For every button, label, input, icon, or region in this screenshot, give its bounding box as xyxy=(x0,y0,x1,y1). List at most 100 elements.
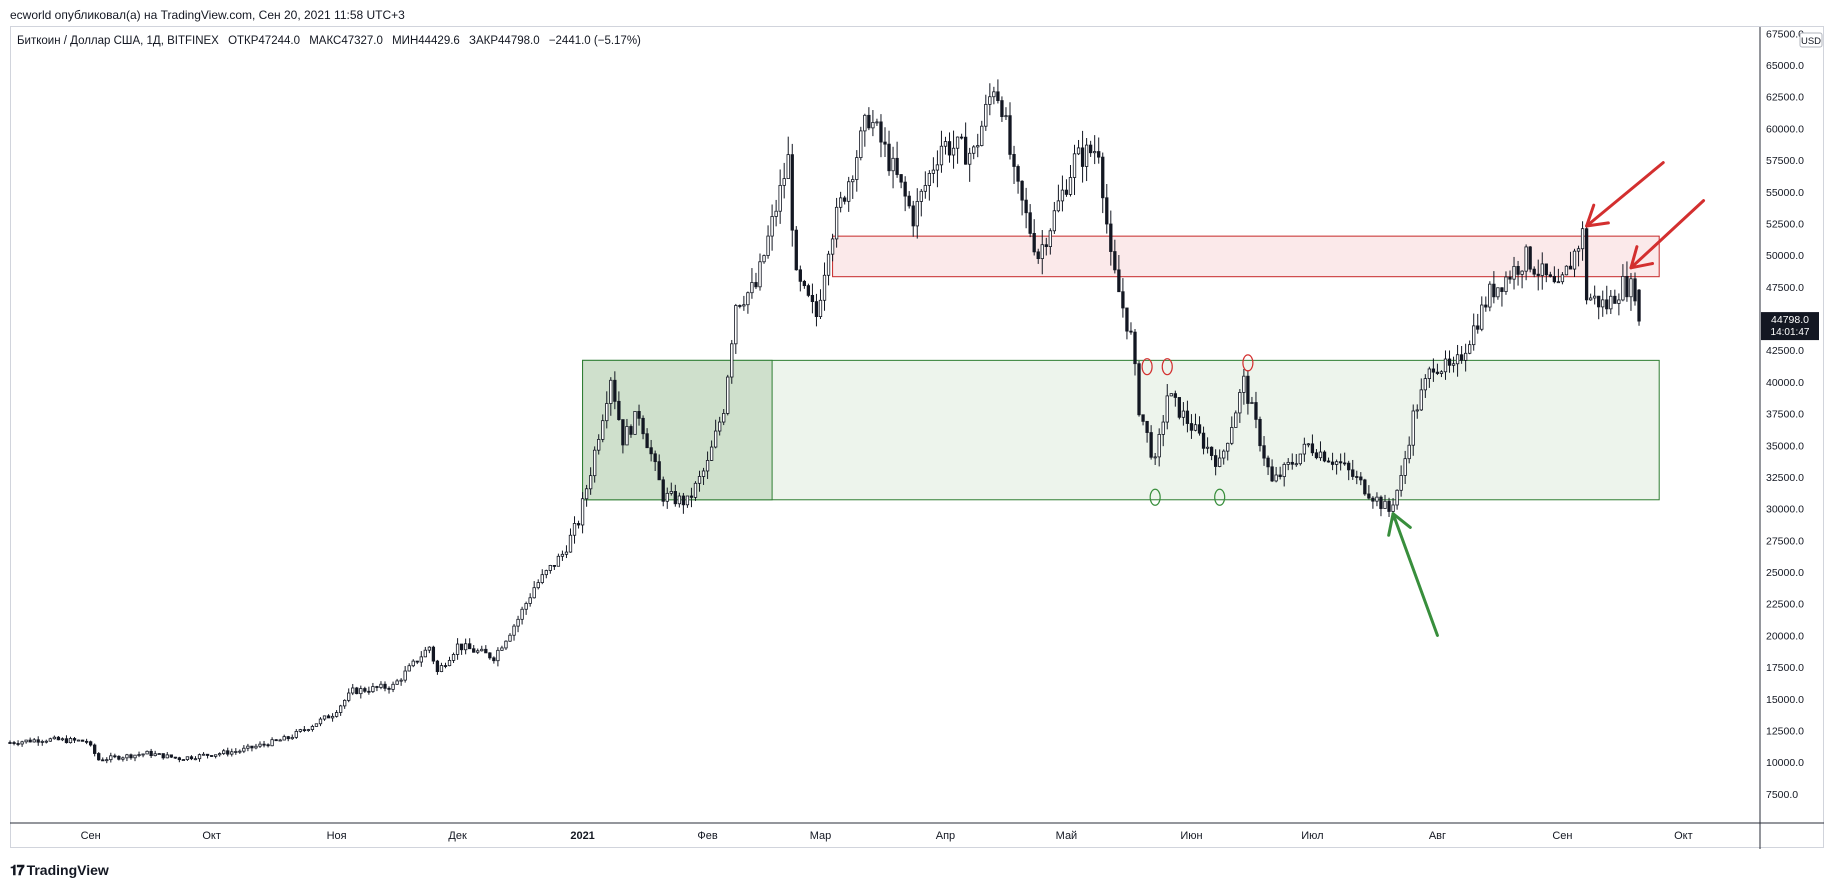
candle-body xyxy=(1375,496,1379,502)
candle-body xyxy=(1415,409,1419,412)
candle-body xyxy=(1484,304,1488,308)
candle-body xyxy=(508,634,512,642)
red-marker-circle xyxy=(1141,358,1153,376)
candle-body xyxy=(1109,223,1113,252)
symbol-name[interactable]: Биткоин / Доллар США, 1Д, BITFINEX xyxy=(17,35,219,47)
candle-body xyxy=(1121,291,1125,309)
candle-body xyxy=(137,754,141,756)
candle-body xyxy=(1129,330,1133,333)
candle-body xyxy=(218,753,222,756)
candle-body xyxy=(843,197,847,202)
candle-body xyxy=(1201,432,1206,449)
candle-body xyxy=(1032,233,1036,253)
candle-body xyxy=(270,739,274,747)
candle-body xyxy=(1609,295,1613,310)
candle-body xyxy=(141,753,145,756)
candle-body xyxy=(1286,461,1290,465)
candle-body xyxy=(564,551,569,555)
candle-body xyxy=(1552,275,1557,283)
candle-body xyxy=(1463,352,1468,361)
candle-body xyxy=(1427,368,1432,380)
candle-body xyxy=(407,665,411,672)
candle-body xyxy=(863,114,867,132)
candle-body xyxy=(790,154,794,231)
candle-body xyxy=(447,659,452,667)
candle-body xyxy=(1580,228,1585,250)
candle-body xyxy=(455,643,460,655)
candle-body xyxy=(185,756,190,760)
candle-body xyxy=(1601,299,1605,308)
candle-body xyxy=(20,741,24,745)
candle-body xyxy=(1423,378,1427,391)
candle-body xyxy=(1359,476,1363,481)
candle-body xyxy=(1218,457,1222,467)
y-tick-label: 35000.0 xyxy=(1766,440,1804,452)
candle-body xyxy=(68,738,73,744)
candle-body xyxy=(544,570,548,576)
y-tick-label: 30000.0 xyxy=(1766,504,1804,516)
candle-body xyxy=(1391,504,1395,512)
candle-body xyxy=(298,729,302,732)
candle-body xyxy=(1302,443,1307,455)
candle-body xyxy=(601,420,605,440)
y-tick-label: 62500.0 xyxy=(1766,92,1804,104)
candle-body xyxy=(673,491,677,505)
candle-body xyxy=(1226,442,1230,452)
candle-body xyxy=(1383,500,1387,509)
candle-body xyxy=(685,495,690,506)
y-tick-label: 25000.0 xyxy=(1766,567,1804,579)
candle-body xyxy=(1040,244,1044,260)
candle-body xyxy=(8,742,12,744)
candle-body xyxy=(1468,344,1472,354)
candle-body xyxy=(149,750,153,757)
candle-body xyxy=(536,582,540,589)
candle-body xyxy=(891,157,895,172)
candle-body xyxy=(302,729,307,732)
green-arrow-shaft xyxy=(1391,512,1439,637)
x-tick-label: Дек xyxy=(448,830,467,842)
candle-body xyxy=(1572,250,1577,270)
candle-body xyxy=(984,103,988,127)
symbol-legend: Биткоин / Доллар США, 1Д, BITFINEX ОТКР4… xyxy=(17,35,647,47)
candle-body xyxy=(193,758,198,761)
candle-body xyxy=(463,643,468,651)
candle-body xyxy=(250,745,254,749)
candle-body xyxy=(1588,297,1593,301)
candle-body xyxy=(677,495,682,505)
tradingview-logo[interactable]: 𝟏𝟕 TradingView xyxy=(10,862,109,878)
candle-body xyxy=(1173,393,1177,398)
candle-body xyxy=(274,739,278,742)
candle-body xyxy=(1387,500,1391,512)
candle-body xyxy=(105,759,109,762)
chart-frame[interactable] xyxy=(10,26,1824,848)
candle-body xyxy=(1355,476,1359,478)
candle-body xyxy=(1524,246,1528,272)
candle-body xyxy=(1322,451,1327,462)
high-price: МАКС47327.0 xyxy=(309,35,383,47)
candle-body xyxy=(758,261,762,288)
candle-body xyxy=(645,433,649,449)
candle-body xyxy=(1451,363,1456,366)
candle-body xyxy=(629,426,633,435)
candle-body xyxy=(899,174,903,183)
candle-body xyxy=(500,647,504,651)
candle-body xyxy=(782,178,786,186)
candle-body xyxy=(576,523,581,526)
candle-body xyxy=(855,157,859,180)
candle-body xyxy=(1560,274,1565,283)
candle-body xyxy=(355,687,359,695)
candle-body xyxy=(548,565,552,571)
candle-body xyxy=(1532,268,1536,275)
candle-body xyxy=(1306,443,1311,446)
x-tick-label: Окт xyxy=(202,830,221,842)
candle-body xyxy=(36,739,40,743)
candle-body xyxy=(1012,154,1016,167)
candle-body xyxy=(451,654,456,661)
candle-body xyxy=(822,274,827,301)
candle-body xyxy=(173,756,177,759)
candle-body xyxy=(165,754,169,759)
candle-body xyxy=(1347,462,1351,471)
candle-body xyxy=(871,121,875,129)
green-marker-circle xyxy=(1214,488,1226,506)
